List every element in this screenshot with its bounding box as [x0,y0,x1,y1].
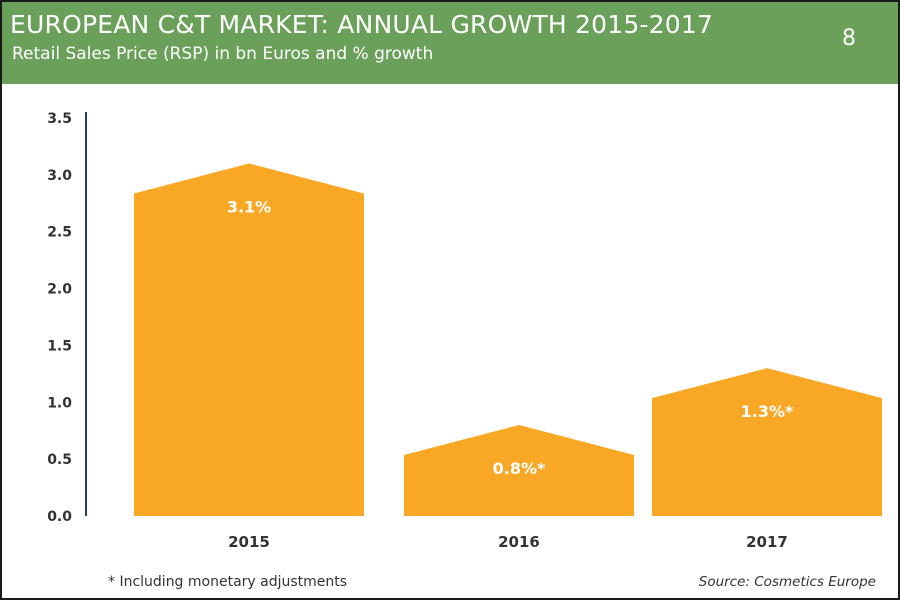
y-tick-label: 1.0 [47,395,72,411]
x-tick-label: 2017 [746,533,788,551]
y-axis-ticks: 0.0 0.5 1.0 1.5 2.0 2.5 3.0 3.5 [47,111,72,525]
chart-header: EUROPEAN C&T MARKET: ANNUAL GROWTH 2015-… [2,2,898,84]
bar-2017 [652,368,882,516]
y-tick-label: 3.5 [47,111,72,127]
bar-2015 [134,163,364,516]
x-axis-ticks: 2015 2016 2017 [228,533,788,551]
x-tick-label: 2016 [498,533,540,551]
chart-title: EUROPEAN C&T MARKET: ANNUAL GROWTH 2015-… [10,10,714,39]
bar-2016 [404,425,634,516]
y-tick-label: 2.5 [47,225,72,241]
y-tick-label: 0.0 [47,509,72,525]
y-tick-label: 2.0 [47,282,72,298]
bar-data-label: 3.1% [227,197,271,216]
bar-data-label: 0.8%* [493,459,546,478]
source-note: Source: Cosmetics Europe [698,574,876,590]
chart-subtitle: Retail Sales Price (RSP) in bn Euros and… [12,44,434,64]
bars-group [134,163,882,516]
bar-data-label: 1.3%* [741,402,794,421]
footnote: * Including monetary adjustments [108,574,348,590]
y-tick-label: 3.0 [47,168,72,184]
page-number: 8 [842,26,856,51]
x-tick-label: 2015 [228,533,270,551]
y-tick-label: 1.5 [47,338,72,354]
bar-data-labels: 3.1% 0.8%* 1.3%* [227,197,794,478]
y-tick-label: 0.5 [47,452,72,468]
